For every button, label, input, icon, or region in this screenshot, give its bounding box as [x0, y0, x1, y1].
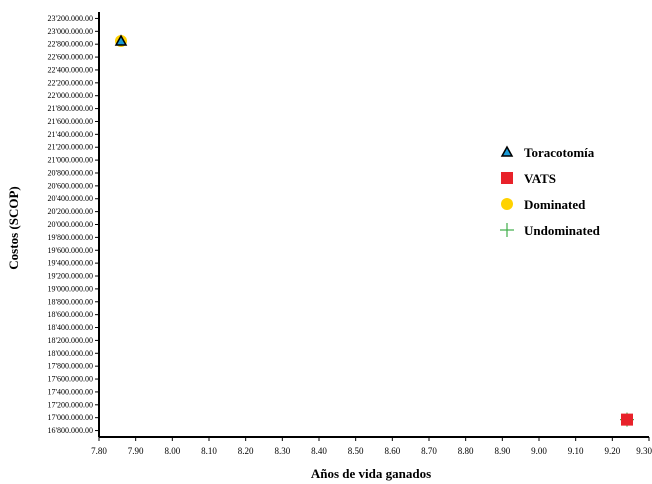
- point-toracotoma: [114, 34, 128, 46]
- legend-label: Toracotomía: [524, 145, 595, 160]
- legend-label: Undominated: [524, 223, 601, 238]
- y-axis: 16'800.000.00 17'000.000.00 17'200.000.00 1…: [48, 12, 100, 437]
- y-tick-label: 19'200.000.00: [48, 272, 93, 281]
- x-tick-label: 8.40: [311, 446, 327, 456]
- y-tick-label: 23'000.000.00: [48, 27, 93, 36]
- data-points: [114, 34, 634, 427]
- y-tick-label: 22'000.000.00: [48, 91, 93, 100]
- y-tick-label: 22'200.000.00: [48, 78, 93, 87]
- y-tick-label: 23'200.000.00: [48, 14, 93, 23]
- point-vats: [621, 413, 633, 426]
- y-tick-label: 21'600.000.00: [48, 117, 93, 126]
- x-tick-label: 8.90: [494, 446, 510, 456]
- y-tick-label: 17'200.000.00: [48, 400, 93, 409]
- y-tick-label: 20'000.000.00: [48, 220, 93, 229]
- y-tick-label: 17'800.000.00: [48, 362, 93, 371]
- y-tick-label: 18'600.000.00: [48, 310, 93, 319]
- x-tick-label: 8.50: [348, 446, 364, 456]
- x-tick-label: 8.60: [384, 446, 400, 456]
- y-tick-label: 20'200.000.00: [48, 207, 93, 216]
- legend: Toracotomía VATS Dominated Undominated: [500, 145, 601, 238]
- x-tick-label: 9.20: [604, 446, 620, 456]
- y-tick-label: 21'200.000.00: [48, 143, 93, 152]
- x-tick-label: 8.30: [274, 446, 290, 456]
- legend-marker-undominated: [500, 223, 514, 237]
- x-tick-label: 7.90: [128, 446, 144, 456]
- y-tick-label: 22'400.000.00: [48, 65, 93, 74]
- x-tick-label: 9.30: [636, 446, 652, 456]
- legend-marker-toracotoma: [500, 145, 514, 157]
- y-tick-label: 19'600.000.00: [48, 246, 93, 255]
- y-tick-label: 21'000.000.00: [48, 156, 93, 165]
- y-tick-label: 17'000.000.00: [48, 413, 93, 422]
- y-tick-label: 22'800.000.00: [48, 40, 93, 49]
- y-tick-label: 20'800.000.00: [48, 168, 93, 177]
- legend-label: VATS: [524, 171, 556, 186]
- x-tick-label: 8.20: [238, 446, 254, 456]
- y-tick-label: 19'400.000.00: [48, 259, 93, 268]
- x-tick-label: 8.80: [458, 446, 474, 456]
- y-tick-label: 18'800.000.00: [48, 297, 93, 306]
- y-tick-label: 18'200.000.00: [48, 336, 93, 345]
- y-tick-label: 20'600.000.00: [48, 181, 93, 190]
- legend-label: Dominated: [524, 197, 586, 212]
- y-axis-label: Costos (SCOP): [6, 186, 21, 269]
- y-tick-label: 19'000.000.00: [48, 284, 93, 293]
- x-tick-label: 7.80: [91, 446, 107, 456]
- y-tick-label: 20'400.000.00: [48, 194, 93, 203]
- x-axis-label: Años de vida ganados: [311, 466, 431, 481]
- y-tick-label: 16'800.000.00: [48, 426, 93, 435]
- x-tick-label: 8.10: [201, 446, 217, 456]
- y-tick-label: 19'800.000.00: [48, 233, 93, 242]
- x-tick-label: 9.10: [568, 446, 584, 456]
- y-tick-label: 21'800.000.00: [48, 104, 93, 113]
- y-tick-label: 18'400.000.00: [48, 323, 93, 332]
- y-tick-label: 18'000.000.00: [48, 349, 93, 358]
- y-tick-label: 22'600.000.00: [48, 53, 93, 62]
- x-tick-label: 8.00: [164, 446, 180, 456]
- legend-marker-dominated: [501, 198, 513, 210]
- legend-marker-vats: [501, 172, 513, 184]
- x-tick-label: 8.70: [421, 446, 437, 456]
- x-axis: 7.80 7.90 8.00 8.10 8.20 8.30 8.40 8.50 8.60 8.70…: [91, 436, 652, 456]
- y-tick-label: 21'400.000.00: [48, 130, 93, 139]
- y-tick-label: 17'400.000.00: [48, 387, 93, 396]
- x-tick-label: 9.00: [531, 446, 547, 456]
- y-tick-label: 17'600.000.00: [48, 375, 93, 384]
